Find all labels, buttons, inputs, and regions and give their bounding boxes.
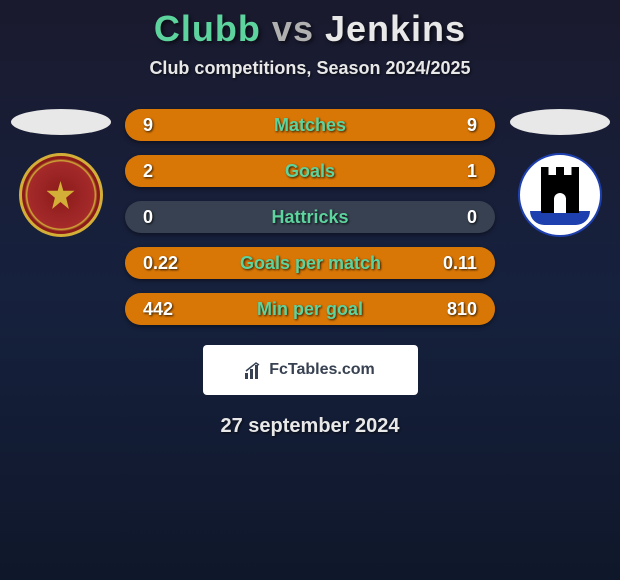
- player2-name: Jenkins: [325, 8, 466, 49]
- stat-right-value: 0: [467, 207, 477, 228]
- stats-table: 9 Matches 9 2 Goals 1 0 Hattricks 0 0.22 Goals per…: [113, 109, 507, 339]
- date-text: 27 september 2024: [0, 415, 620, 438]
- stat-label: Goals: [285, 161, 335, 182]
- stat-left-value: 0.22: [143, 253, 178, 274]
- stat-row: 442 Min per goal 810: [125, 293, 495, 325]
- player1-column: [8, 109, 113, 237]
- stat-label: Hattricks: [271, 207, 348, 228]
- vs-text: vs: [272, 8, 314, 49]
- stat-left-value: 0: [143, 207, 153, 228]
- stat-row: 9 Matches 9: [125, 109, 495, 141]
- team1-badge: [19, 153, 103, 237]
- stat-right-value: 9: [467, 115, 477, 136]
- castle-icon: [541, 175, 579, 213]
- shield-wave: [530, 211, 590, 225]
- stat-row: 0.22 Goals per match 0.11: [125, 247, 495, 279]
- stat-left-value: 2: [143, 161, 153, 182]
- stat-label: Matches: [274, 115, 346, 136]
- stat-right-value: 1: [467, 161, 477, 182]
- stat-row: 2 Goals 1: [125, 155, 495, 187]
- player2-avatar: [510, 109, 610, 135]
- player1-name: Clubb: [154, 8, 261, 49]
- fctables-logo[interactable]: FcTables.com: [203, 345, 418, 395]
- stat-label: Min per goal: [257, 299, 363, 320]
- chart-icon: [245, 361, 263, 379]
- logo-text: FcTables.com: [269, 361, 375, 379]
- stat-label: Goals per match: [240, 253, 381, 274]
- subtitle: Club competitions, Season 2024/2025: [0, 58, 620, 79]
- header: Clubb vs Jenkins Club competitions, Seas…: [0, 0, 620, 79]
- team2-badge: [518, 153, 602, 237]
- player1-avatar: [11, 109, 111, 135]
- stat-row: 0 Hattricks 0: [125, 201, 495, 233]
- team2-badge-inner: [530, 165, 590, 225]
- page-title: Clubb vs Jenkins: [0, 8, 620, 50]
- content-row: 9 Matches 9 2 Goals 1 0 Hattricks 0 0.22 Goals per…: [0, 109, 620, 339]
- stat-right-value: 810: [447, 299, 477, 320]
- stat-left-value: 9: [143, 115, 153, 136]
- player2-column: [507, 109, 612, 237]
- stat-left-value: 442: [143, 299, 173, 320]
- stat-right-value: 0.11: [443, 253, 477, 274]
